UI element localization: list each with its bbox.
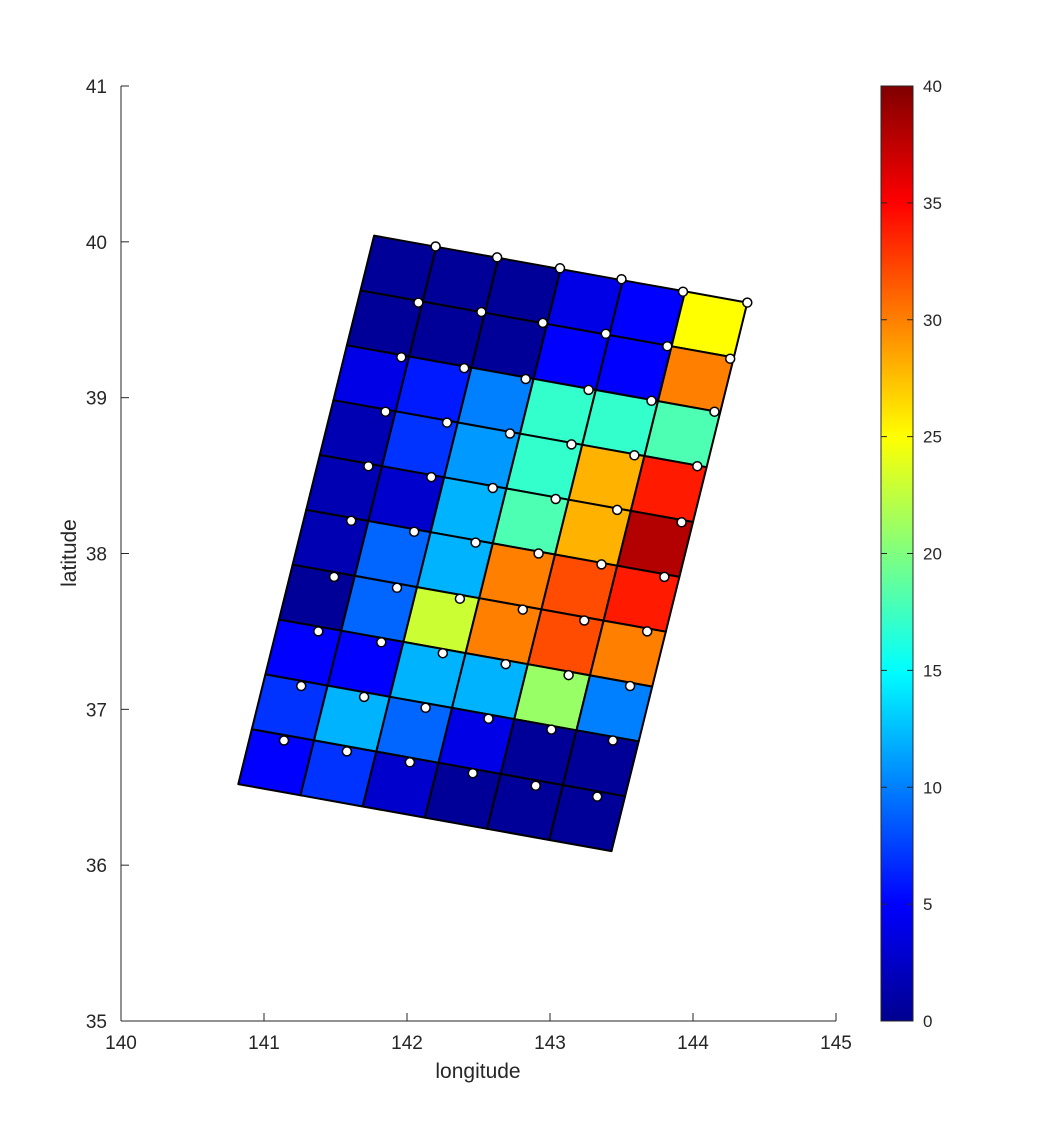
marker-point	[391, 582, 403, 594]
marker-point	[470, 537, 481, 548]
fault-grid-cells	[237, 234, 749, 853]
x-tick-label: 140	[105, 1033, 137, 1054]
x-tick-label: 143	[534, 1033, 566, 1054]
marker-point	[550, 493, 561, 505]
colorbar-tick-label: 30	[923, 311, 942, 330]
marker-point	[295, 680, 307, 692]
marker-point	[692, 460, 703, 472]
marker-point	[616, 273, 627, 285]
marker-point	[430, 241, 441, 252]
y-tick-label: 36	[86, 856, 107, 877]
marker-point	[420, 702, 431, 714]
marker-point	[629, 450, 640, 461]
marker-point	[437, 647, 449, 659]
colorbar-tick-label: 40	[923, 77, 942, 96]
fault-cell	[548, 784, 627, 853]
marker-point	[641, 626, 653, 637]
marker-point	[426, 471, 437, 483]
marker-point	[662, 340, 673, 352]
marker-point	[624, 680, 636, 692]
marker-point	[345, 515, 357, 527]
x-tick-label: 142	[391, 1033, 423, 1054]
marker-point	[408, 526, 420, 537]
marker-point	[358, 691, 370, 703]
marker-point	[504, 428, 516, 439]
marker-point	[566, 439, 577, 450]
y-tick-label: 39	[86, 389, 107, 410]
colorbar-ticks: 0 5 10 15 20 25 30 35 40	[881, 77, 942, 1031]
colorbar-tick-label: 15	[923, 661, 942, 680]
y-axis-label: latitude	[58, 519, 81, 587]
y-tick-label: 35	[86, 1012, 107, 1033]
marker-point	[742, 297, 753, 308]
marker-point	[659, 571, 670, 583]
marker-point	[709, 406, 720, 417]
marker-point	[546, 724, 557, 735]
y-tick-label: 37	[86, 700, 107, 721]
x-tick-label: 141	[248, 1033, 280, 1054]
marker-point	[646, 395, 657, 407]
marker-point	[517, 604, 529, 615]
marker-point	[376, 637, 387, 648]
marker-point	[554, 263, 566, 274]
x-axis-ticks: 140 141 142 143 144 145	[105, 1013, 852, 1054]
marker-point	[533, 548, 544, 559]
marker-point	[583, 384, 594, 396]
marker-point	[441, 417, 453, 428]
grid-markers	[278, 241, 753, 802]
marker-point	[328, 571, 340, 583]
marker-point	[380, 406, 391, 417]
marker-point	[500, 658, 511, 670]
plot-axes: 140 141 142 143 144 145 35 36 37 38 39 40 41	[86, 77, 852, 1054]
y-tick-label: 40	[86, 233, 107, 254]
marker-point	[278, 735, 290, 746]
marker-point	[677, 286, 689, 297]
y-tick-label: 41	[86, 77, 107, 98]
marker-point	[491, 252, 503, 263]
marker-point	[537, 317, 549, 329]
marker-point	[520, 373, 531, 385]
marker-point	[676, 517, 687, 528]
marker-point	[476, 306, 487, 318]
x-tick-label: 144	[677, 1033, 709, 1054]
colorbar-tick-label: 25	[923, 428, 942, 447]
marker-point	[563, 669, 574, 681]
marker-point	[607, 735, 619, 746]
y-tick-label: 38	[86, 545, 107, 566]
colorbar: 0 5 10 15 20 25 30 35 40	[880, 77, 942, 1031]
marker-point	[596, 559, 607, 570]
x-tick-label: 145	[820, 1033, 852, 1054]
colorbar-tick-label: 35	[923, 194, 942, 213]
marker-point	[396, 351, 407, 363]
marker-point	[404, 757, 416, 768]
marker-point	[530, 780, 541, 791]
marker-point	[591, 791, 603, 802]
marker-point	[579, 615, 590, 626]
colorbar-tick-label: 10	[923, 778, 942, 797]
y-axis-ticks: 35 36 37 38 39 40 41	[86, 77, 129, 1033]
marker-point	[341, 746, 353, 757]
marker-point	[600, 328, 612, 340]
marker-point	[724, 353, 736, 364]
marker-point	[611, 504, 623, 516]
marker-point	[487, 482, 499, 494]
colorbar-tick-label: 20	[923, 545, 942, 564]
colorbar-tick-label: 5	[923, 895, 932, 914]
x-axis-label: longitude	[435, 1060, 520, 1083]
marker-point	[458, 362, 470, 374]
marker-point	[363, 460, 374, 472]
colorbar-tick-label: 0	[923, 1012, 932, 1031]
marker-point	[483, 713, 494, 724]
marker-point	[313, 626, 324, 637]
marker-point	[467, 767, 479, 779]
marker-point	[454, 593, 466, 604]
marker-point	[413, 297, 424, 308]
